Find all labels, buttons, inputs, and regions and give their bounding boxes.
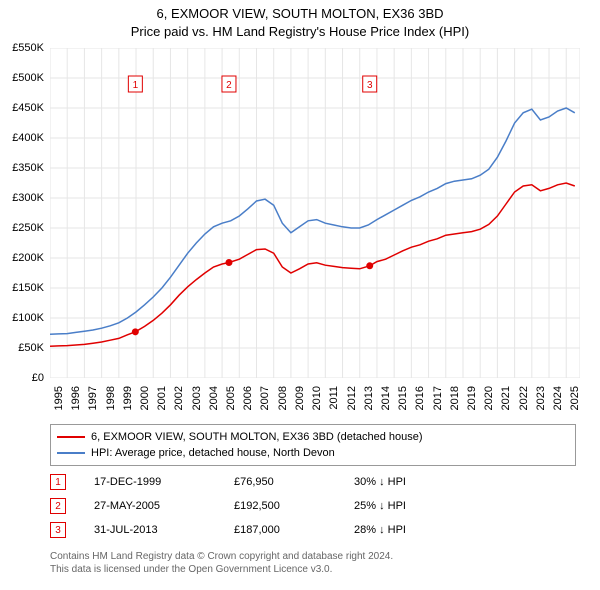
transaction-price: £192,500 [234,500,354,512]
x-tick-label: 2006 [242,386,254,410]
footer-line1: Contains HM Land Registry data © Crown c… [50,550,576,563]
transaction-price: £187,000 [234,524,354,536]
legend-swatch-property [57,436,85,438]
x-tick-label: 2000 [139,386,151,410]
transaction-date: 17-DEC-1999 [94,476,234,488]
x-tick-label: 2014 [380,386,392,410]
transaction-date: 31-JUL-2013 [94,524,234,536]
transaction-row: 3 31-JUL-2013£187,00028% ↓ HPI [50,518,576,542]
x-tick-label: 2016 [414,386,426,410]
y-tick-label: £100K [12,312,44,324]
y-tick-label: £0 [32,372,44,384]
svg-text:2: 2 [226,80,232,91]
transactions-table: 1 17-DEC-1999£76,95030% ↓ HPI 2 27-MAY-2005… [50,470,576,542]
transaction-delta: 30% ↓ HPI [354,476,406,488]
x-tick-label: 2012 [346,386,358,410]
x-tick-label: 1998 [105,386,117,410]
y-axis-labels: £0£50K£100K£150K£200K£250K£300K£350K£400… [0,48,48,378]
x-tick-label: 2022 [518,386,530,410]
y-tick-label: £200K [12,252,44,264]
svg-text:1: 1 [133,80,139,91]
transaction-row: 2 27-MAY-2005£192,50025% ↓ HPI [50,494,576,518]
plot-area: 1 2 3 [50,48,580,378]
x-tick-label: 2024 [552,386,564,410]
transaction-marker: 2 [50,498,66,514]
x-tick-label: 2019 [466,386,478,410]
x-tick-label: 1999 [122,386,134,410]
x-tick-label: 2003 [191,386,203,410]
chart-svg: 1 2 3 [50,48,580,378]
y-tick-label: £450K [12,102,44,114]
x-tick-label: 2013 [363,386,375,410]
legend-box: 6, EXMOOR VIEW, SOUTH MOLTON, EX36 3BD (… [50,424,576,466]
transaction-date: 27-MAY-2005 [94,500,234,512]
chart-container: 6, EXMOOR VIEW, SOUTH MOLTON, EX36 3BD P… [0,0,600,590]
transaction-marker: 3 [50,522,66,538]
x-tick-label: 2004 [208,386,220,410]
y-tick-label: £550K [12,42,44,54]
x-tick-label: 2015 [397,386,409,410]
x-tick-label: 2008 [277,386,289,410]
legend-label-property: 6, EXMOOR VIEW, SOUTH MOLTON, EX36 3BD (… [91,431,423,443]
x-tick-label: 1997 [87,386,99,410]
x-tick-label: 1996 [70,386,82,410]
y-tick-label: £500K [12,72,44,84]
x-tick-label: 1995 [53,386,65,410]
y-tick-label: £350K [12,162,44,174]
transaction-marker: 1 [50,474,66,490]
x-tick-label: 2005 [225,386,237,410]
x-tick-label: 2009 [294,386,306,410]
x-tick-label: 2007 [259,386,271,410]
x-tick-label: 2002 [173,386,185,410]
legend-label-hpi: HPI: Average price, detached house, Nort… [91,447,335,459]
chart-title-address: 6, EXMOOR VIEW, SOUTH MOLTON, EX36 3BD [0,6,600,21]
x-axis-labels: 1995 1996 1997 1998 1999 2000 2001 2002 2003 2004… [50,382,580,422]
y-tick-label: £150K [12,282,44,294]
x-tick-label: 2018 [449,386,461,410]
svg-text:3: 3 [367,80,373,91]
x-tick-label: 2010 [311,386,323,410]
y-tick-label: £400K [12,132,44,144]
x-tick-label: 2025 [569,386,581,410]
x-tick-label: 2011 [328,386,340,410]
transaction-delta: 25% ↓ HPI [354,500,406,512]
x-tick-label: 2001 [156,386,168,410]
y-tick-label: £250K [12,222,44,234]
legend-item-property: 6, EXMOOR VIEW, SOUTH MOLTON, EX36 3BD (… [57,429,569,445]
x-tick-label: 2021 [500,386,512,410]
legend-swatch-hpi [57,452,85,454]
legend-item-hpi: HPI: Average price, detached house, Nort… [57,445,569,461]
x-tick-label: 2017 [432,386,444,410]
x-tick-label: 2020 [483,386,495,410]
chart-title-subtitle: Price paid vs. HM Land Registry's House … [0,24,600,39]
x-tick-label: 2023 [535,386,547,410]
footer-line2: This data is licensed under the Open Gov… [50,563,576,576]
transaction-delta: 28% ↓ HPI [354,524,406,536]
transaction-row: 1 17-DEC-1999£76,95030% ↓ HPI [50,470,576,494]
y-tick-label: £300K [12,192,44,204]
footer-attribution: Contains HM Land Registry data © Crown c… [50,550,576,576]
transaction-price: £76,950 [234,476,354,488]
y-tick-label: £50K [18,342,44,354]
